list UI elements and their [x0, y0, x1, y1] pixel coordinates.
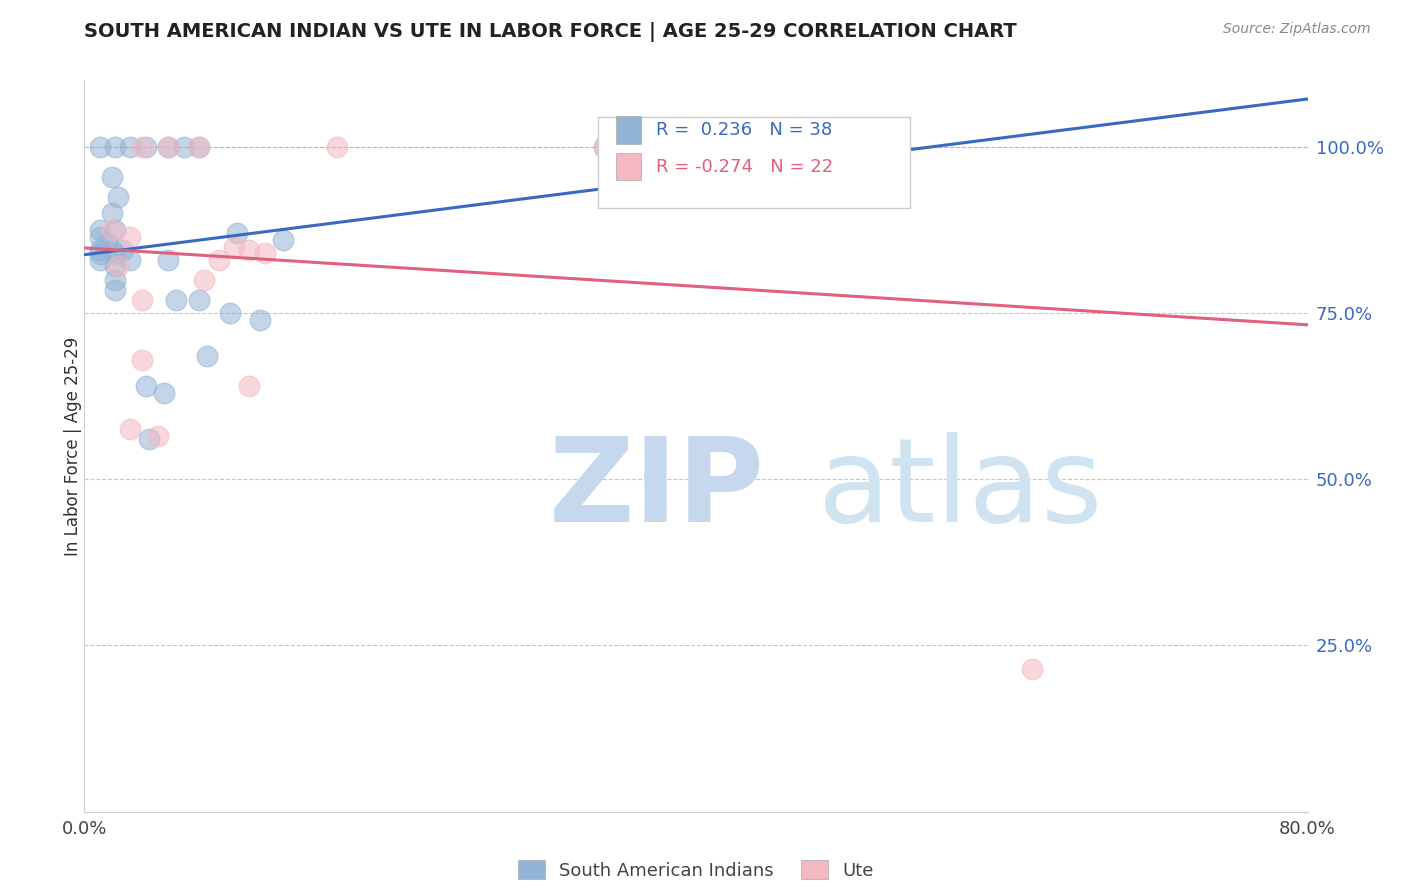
Point: [224, 239, 246, 253]
Point: [101, 223, 124, 237]
Point: [104, 223, 127, 237]
Point: [188, 140, 211, 154]
Point: [685, 140, 707, 154]
Point: [226, 226, 249, 240]
Y-axis label: In Labor Force | Age 25-29: In Labor Force | Age 25-29: [65, 336, 82, 556]
Point: [271, 233, 294, 247]
Point: [157, 140, 180, 154]
Point: [107, 189, 129, 203]
Point: [131, 352, 153, 367]
FancyBboxPatch shape: [598, 117, 910, 209]
Point: [104, 140, 127, 154]
Point: [89, 140, 111, 154]
Text: atlas: atlas: [818, 433, 1104, 548]
Point: [638, 140, 661, 154]
Point: [107, 260, 129, 274]
Point: [89, 223, 111, 237]
Point: [104, 283, 127, 297]
Point: [89, 243, 111, 257]
Point: [785, 140, 807, 154]
Text: Source: ZipAtlas.com: Source: ZipAtlas.com: [1223, 22, 1371, 37]
Point: [101, 243, 124, 257]
Point: [325, 140, 347, 154]
Point: [135, 379, 157, 393]
Point: [104, 247, 127, 261]
Point: [249, 312, 271, 326]
Point: [89, 229, 111, 244]
Point: [101, 169, 124, 184]
Point: [593, 140, 616, 154]
Text: R =  0.236   N = 38: R = 0.236 N = 38: [655, 121, 832, 139]
Point: [96, 236, 118, 251]
Point: [120, 140, 142, 154]
Point: [188, 293, 211, 307]
Legend: South American Indians, Ute: South American Indians, Ute: [510, 853, 882, 887]
Point: [157, 252, 180, 267]
Point: [89, 252, 111, 267]
Point: [138, 433, 160, 447]
Text: R = -0.274   N = 22: R = -0.274 N = 22: [655, 158, 832, 176]
Point: [120, 229, 142, 244]
Point: [104, 273, 127, 287]
Point: [131, 293, 153, 307]
Point: [135, 140, 157, 154]
Point: [208, 252, 231, 267]
Text: SOUTH AMERICAN INDIAN VS UTE IN LABOR FORCE | AGE 25-29 CORRELATION CHART: SOUTH AMERICAN INDIAN VS UTE IN LABOR FO…: [84, 22, 1017, 42]
Point: [593, 140, 616, 154]
Point: [253, 246, 276, 260]
FancyBboxPatch shape: [616, 153, 641, 180]
Point: [146, 429, 169, 443]
Point: [131, 140, 153, 154]
Text: ZIP: ZIP: [550, 433, 765, 548]
Point: [188, 140, 211, 154]
Point: [120, 422, 142, 436]
Point: [111, 243, 134, 257]
Point: [101, 206, 124, 220]
Point: [193, 273, 215, 287]
Point: [173, 140, 195, 154]
Point: [238, 243, 260, 257]
Point: [731, 140, 754, 154]
Point: [104, 260, 127, 274]
Point: [238, 379, 260, 393]
Point: [153, 385, 176, 400]
Point: [1021, 662, 1043, 676]
Point: [218, 306, 240, 320]
Point: [883, 140, 905, 154]
Point: [195, 349, 218, 363]
Point: [157, 140, 180, 154]
Point: [120, 252, 142, 267]
FancyBboxPatch shape: [616, 116, 641, 144]
Point: [89, 247, 111, 261]
Point: [165, 293, 187, 307]
